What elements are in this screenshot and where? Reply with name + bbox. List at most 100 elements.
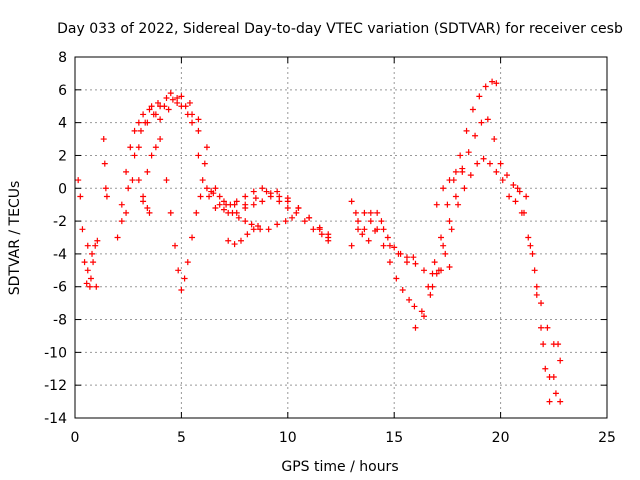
data-point [94,237,101,244]
data-point [242,201,249,208]
y-tick-label: 4 [58,116,67,132]
data-point [420,267,427,274]
data-point [189,234,196,241]
data-point [282,218,289,225]
data-point [199,177,206,184]
data-point [274,188,281,195]
series-arc-p [429,155,564,364]
data-point [540,341,547,348]
data-point [220,198,227,205]
data-point [216,201,223,208]
data-point [538,324,545,331]
data-point [521,209,528,216]
data-point [325,231,332,238]
x-axis-label: GPS time / hours [281,459,398,475]
data-point [497,160,504,167]
y-tick-label: -14 [44,411,67,427]
data-point [212,185,219,192]
data-point [533,291,540,298]
data-point [250,188,257,195]
data-point [442,250,449,257]
data-point [255,223,262,230]
series-arc-f [123,93,332,238]
data-point [306,214,313,221]
data-point [374,209,381,216]
data-point [452,168,459,175]
data-point [146,209,153,216]
data-point [242,218,249,225]
data-point [125,185,132,192]
data-point [86,283,93,290]
x-tick-label: 0 [71,430,80,446]
data-point [529,250,536,257]
data-point [380,242,387,249]
data-point [203,185,210,192]
data-point [248,221,255,228]
data-point [137,127,144,134]
data-point [146,106,153,113]
data-point [178,93,185,100]
data-point [557,398,564,405]
data-point [131,127,138,134]
data-point [480,155,487,162]
data-point [244,231,251,238]
data-point [352,209,359,216]
data-point [225,237,232,244]
data-point [195,116,202,123]
data-point [152,144,159,151]
data-point [165,106,172,113]
data-point [174,99,181,106]
chart-title: Day 033 of 2022, Sidereal Day-to-day VTE… [57,21,623,37]
series-arc-d [114,90,332,241]
data-point [493,168,500,175]
data-point [201,160,208,167]
data-point [406,296,413,303]
data-point [92,242,99,249]
data-point [557,357,564,364]
data-point [267,193,274,200]
data-point [102,185,109,192]
data-point [512,198,519,205]
data-point [178,287,185,294]
data-point [189,119,196,126]
data-point [127,144,134,151]
data-point [446,218,453,225]
series-arc-e [118,99,332,244]
data-point [391,244,398,251]
data-point [144,168,151,175]
data-point [516,188,523,195]
data-point [474,160,481,167]
data-point [135,177,142,184]
data-point [418,308,425,315]
data-point [452,193,459,200]
data-point [397,250,404,257]
series-arc-m [352,209,417,266]
y-tick-label: -12 [44,378,67,394]
data-point [446,177,453,184]
data-point [252,195,259,202]
data-point [186,99,193,106]
data-point [378,218,385,225]
data-point [89,250,96,257]
data-point [195,152,202,159]
data-point [157,116,164,123]
data-point [491,136,498,143]
data-point [525,234,532,241]
data-point [355,226,362,233]
data-point [172,242,179,249]
data-point [229,209,236,216]
data-point [393,275,400,282]
data-point [527,242,534,249]
data-point [81,259,88,266]
data-point [444,201,451,208]
data-point [538,300,545,307]
data-point [90,259,97,266]
data-point [459,165,466,172]
data-point [242,193,249,200]
data-point [546,398,553,405]
data-point [493,80,500,87]
data-point [284,195,291,202]
data-point [361,226,368,233]
data-point [448,226,455,233]
data-point [403,259,410,266]
